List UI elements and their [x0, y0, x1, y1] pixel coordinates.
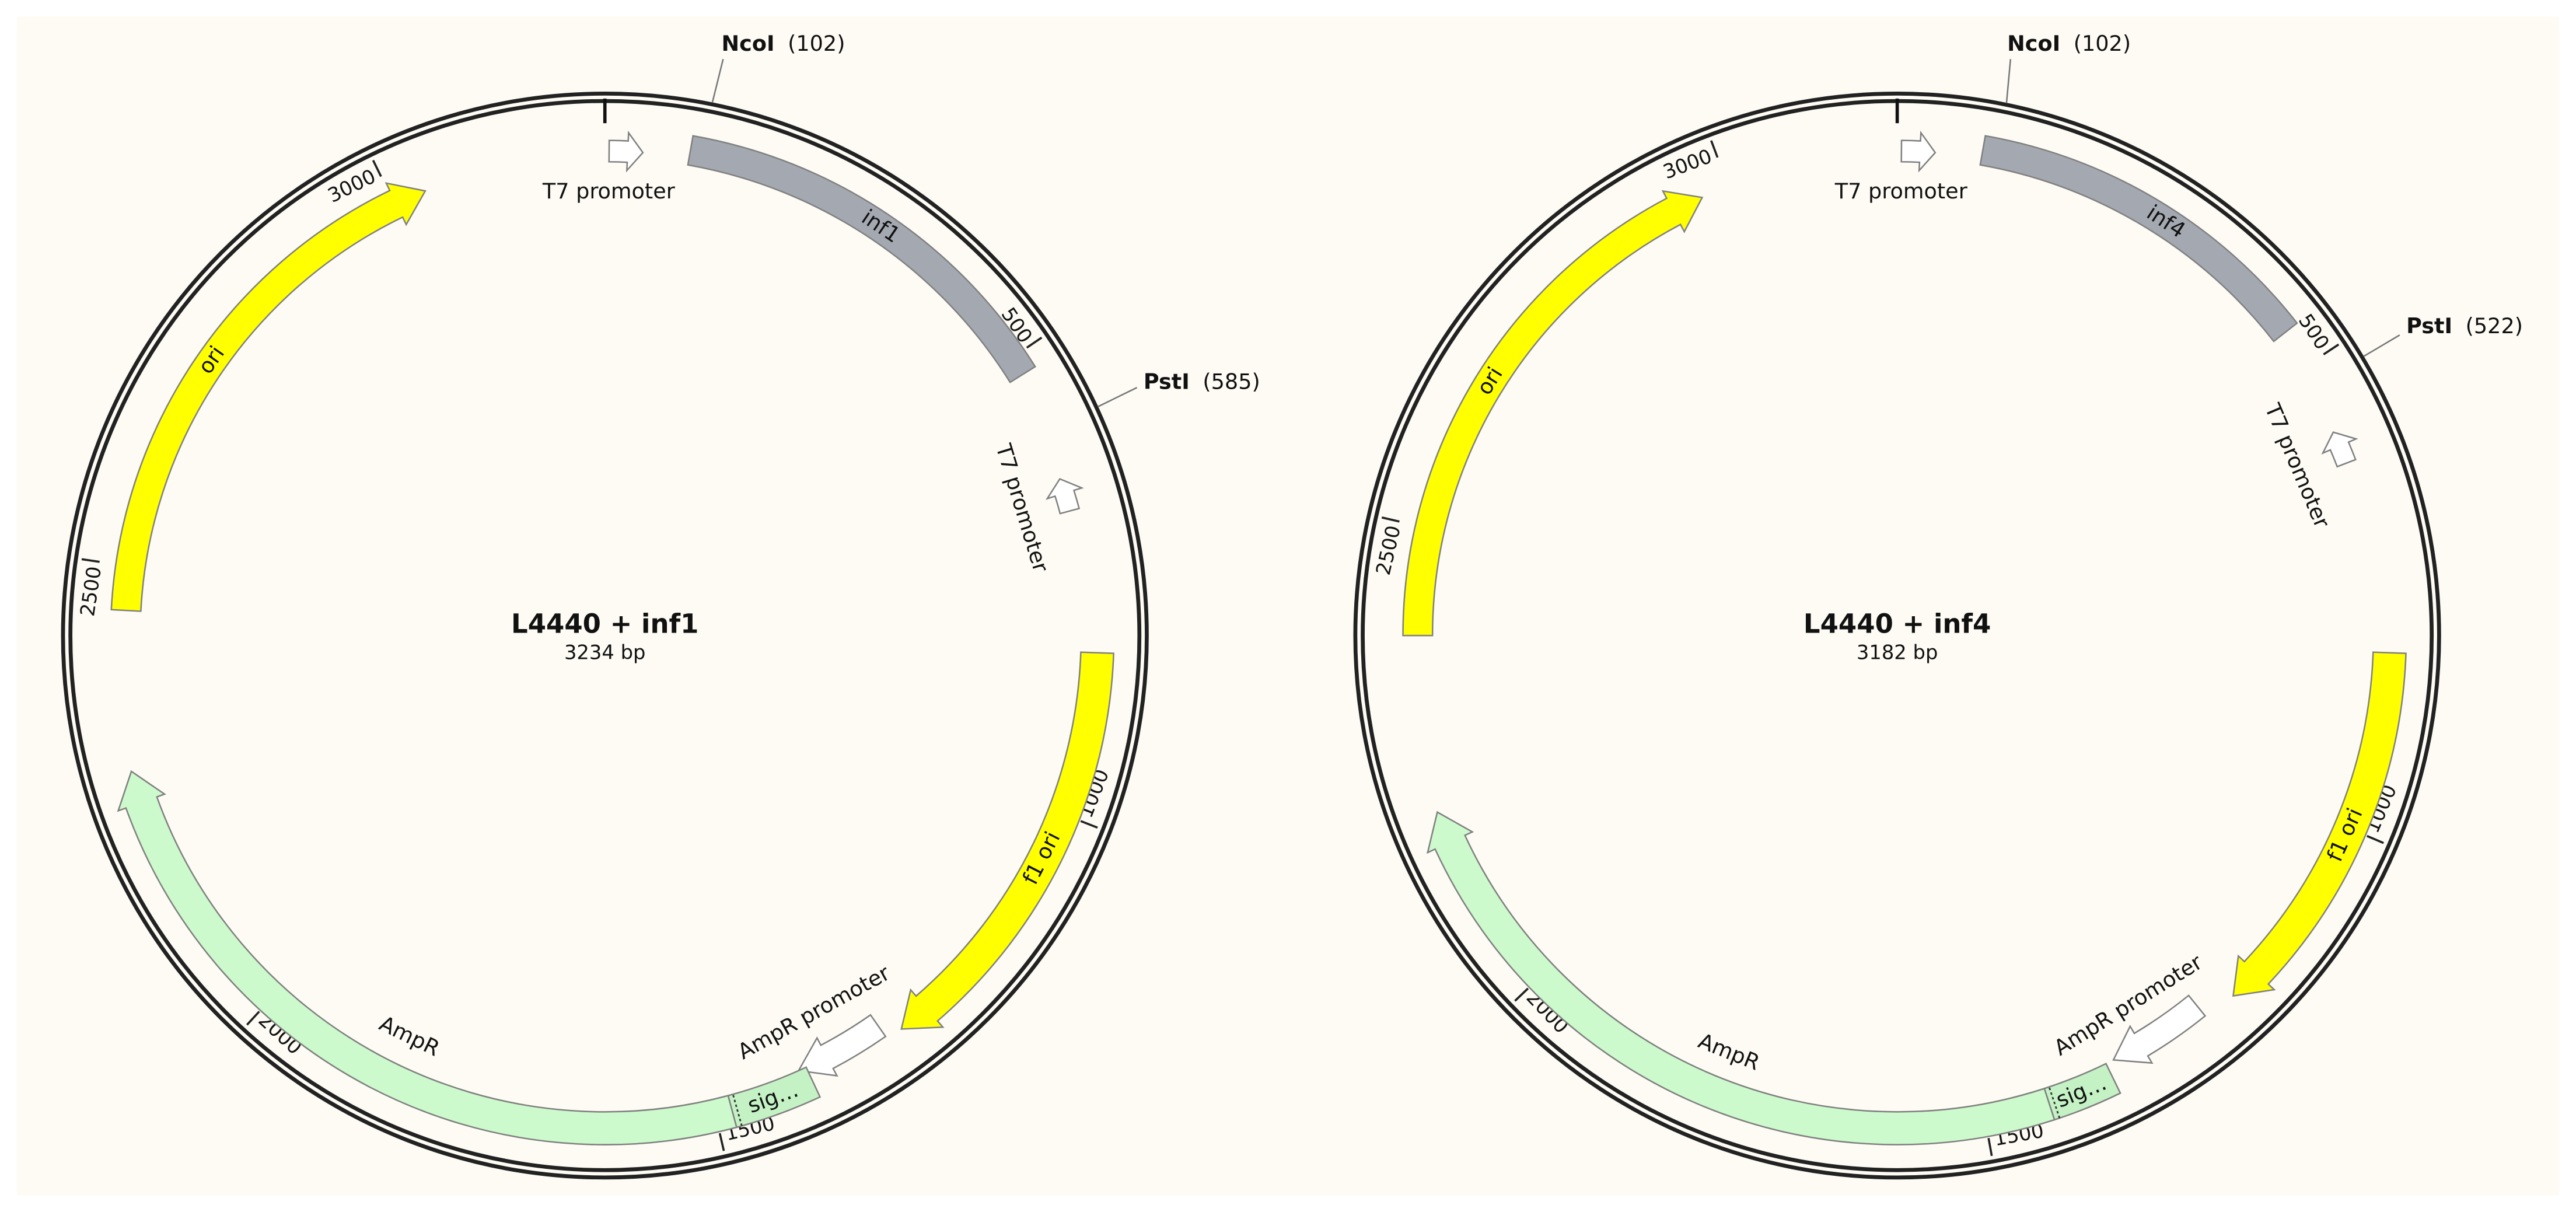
map-size: 3182 bp: [1857, 641, 1938, 664]
scale-tick: [1514, 987, 1529, 1002]
scale-tick: [1987, 1137, 1993, 1157]
feature-arrow: [797, 1014, 887, 1077]
feature-arrow: [687, 135, 1036, 383]
site-label: NcoI (102): [722, 30, 845, 55]
scale-tick: [2323, 343, 2340, 355]
site-name: PstI: [1144, 369, 1190, 394]
scale-tick: [1080, 820, 1098, 829]
site-label: NcoI (102): [2007, 30, 2131, 55]
feature-arrow: [1045, 478, 1084, 515]
site-name: NcoI: [2007, 30, 2060, 55]
site-leader: [1097, 387, 1138, 408]
site-position: (585): [1203, 369, 1260, 394]
feature-arrow: [727, 1066, 822, 1129]
site-name: NcoI: [722, 30, 775, 55]
site-position: (102): [2074, 30, 2131, 55]
feature-arrow: [2043, 1063, 2121, 1121]
site-label: PstI (522): [2406, 313, 2523, 338]
feature-arrow: [117, 770, 738, 1145]
scale-tick: [1710, 140, 1719, 158]
feature-arrow: [2321, 431, 2358, 468]
backbone-outer: [61, 92, 1149, 1180]
scale-tick: [2367, 834, 2384, 844]
scale-tick: [1381, 516, 1400, 523]
map-title: L4440 + inf4: [1803, 608, 1991, 639]
scale-tick: [372, 159, 382, 177]
site-leader: [2363, 334, 2400, 357]
feature-label: T7 promoter: [1834, 179, 1968, 204]
site-position: (522): [2466, 313, 2523, 338]
scale-tick: [718, 1133, 725, 1151]
scale-tick: [246, 1011, 260, 1026]
feature-arrow: [608, 130, 644, 173]
site-label: PstI (585): [1144, 369, 1260, 394]
feature-arrow: [1427, 811, 2056, 1145]
feature-arrow: [2232, 651, 2407, 997]
feature-arrow: [2112, 994, 2207, 1064]
feature-arrow: [900, 651, 1114, 1030]
feature-label: T7 promoter: [542, 179, 676, 204]
feature-arrow: [110, 182, 427, 612]
backbone-outer: [1353, 92, 2441, 1180]
feature-divider: [732, 1094, 743, 1126]
map-title: L4440 + inf1: [511, 608, 698, 639]
map-size: 3234 bp: [564, 641, 646, 664]
site-position: (102): [788, 30, 845, 55]
feature-arrow: [1900, 130, 1937, 173]
scale-tick: [81, 558, 100, 563]
feature-divider: [2048, 1087, 2061, 1119]
site-leader: [2005, 59, 2012, 103]
site-name: PstI: [2406, 313, 2452, 338]
scale-tick: [1026, 336, 1043, 349]
feature-arrow: [1402, 190, 1704, 637]
feature-arrow: [1979, 135, 2298, 343]
site-leader: [711, 59, 724, 103]
